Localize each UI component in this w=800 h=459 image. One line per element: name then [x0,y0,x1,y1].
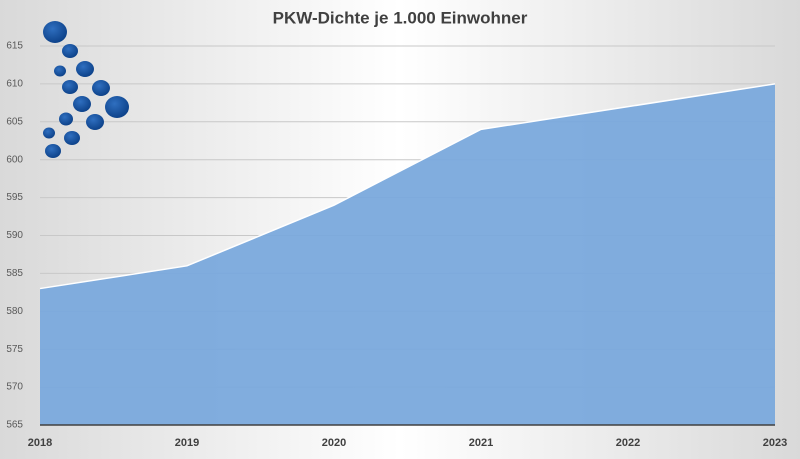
y-tick-label: 595 [6,192,23,203]
y-tick-label: 605 [6,116,23,127]
decoration-dot [76,61,94,77]
x-tick-label: 2020 [322,437,346,449]
y-tick-label: 615 [6,41,23,52]
decoration-dot [62,80,78,94]
y-tick-label: 610 [6,79,23,90]
chart-title: PKW-Dichte je 1.000 Einwohner [273,8,528,27]
y-tick-label: 585 [6,268,23,279]
y-tick-label: 590 [6,230,23,241]
x-tick-label: 2019 [175,437,199,449]
decoration-dot [43,21,67,43]
decoration-dot [54,65,66,77]
x-tick-label: 2018 [28,437,52,449]
x-tick-label: 2023 [763,437,787,449]
decoration [43,21,129,158]
area-edge [39,83,776,290]
x-tick-label: 2021 [469,437,493,449]
y-tick-label: 565 [6,420,23,431]
decoration-dot [45,144,61,158]
y-tick-label: 575 [6,344,23,355]
y-tick-label: 580 [6,306,23,317]
decoration-dot [59,112,73,126]
decoration-dot [73,96,91,112]
decoration-dot [64,131,80,145]
decoration-dot [43,127,55,139]
decoration-dot [62,44,78,58]
x-tick-label: 2022 [616,437,640,449]
decoration-dot [92,80,110,96]
decoration-dot [86,114,104,130]
y-tick-label: 600 [6,154,23,165]
y-tick-label: 570 [6,382,23,393]
area [40,83,775,426]
plot-area [39,83,776,426]
decoration-dot [105,96,129,118]
